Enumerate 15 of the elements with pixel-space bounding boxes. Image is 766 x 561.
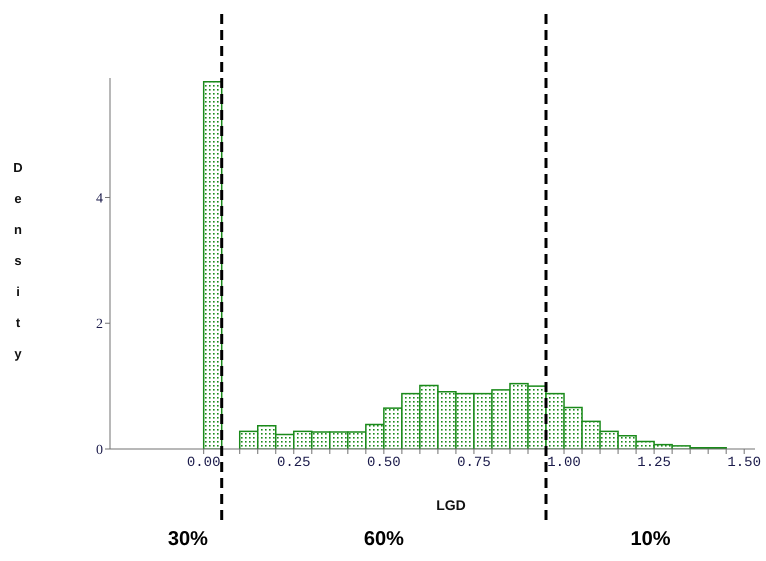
- text: Density: [13, 160, 23, 361]
- text: 10%: [630, 528, 671, 550]
- x-tick-label: 0.50: [367, 454, 401, 471]
- x-tick-label: 1.50: [727, 454, 761, 471]
- text: 60%: [364, 528, 404, 550]
- x-tick-label: 1.25: [637, 454, 671, 471]
- x-axis-title: LGD: [436, 497, 466, 513]
- x-tick-label: 1.00: [547, 454, 581, 471]
- x-tick-label: 0.25: [276, 454, 311, 471]
- x-tick-label: 0.75: [457, 454, 491, 471]
- y-tick-label: 2: [96, 317, 103, 332]
- y-tick-label: 0: [96, 442, 103, 458]
- x-tick-label: 0.00: [186, 454, 220, 471]
- y-tick-label: 4: [96, 191, 103, 206]
- text: 30%: [168, 528, 208, 550]
